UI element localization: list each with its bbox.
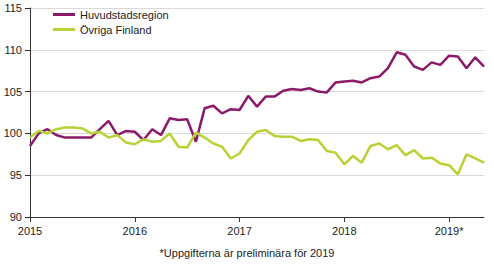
svg-text:110: 110	[4, 44, 22, 56]
svg-text:Huvudstadsregion: Huvudstadsregion	[80, 9, 169, 21]
svg-text:2019*: 2019*	[435, 225, 464, 237]
svg-text:2015: 2015	[18, 225, 42, 237]
svg-text:2017: 2017	[227, 225, 251, 237]
svg-text:2018: 2018	[332, 225, 356, 237]
svg-text:115: 115	[4, 2, 22, 14]
svg-text:Övriga Finland: Övriga Finland	[80, 24, 152, 36]
svg-text:105: 105	[4, 86, 22, 98]
svg-text:*Uppgifterna är preliminära fö: *Uppgifterna är preliminära för 2019	[160, 247, 335, 259]
svg-text:100: 100	[4, 127, 22, 139]
svg-text:95: 95	[10, 169, 22, 181]
svg-text:2016: 2016	[123, 225, 147, 237]
svg-text:90: 90	[10, 211, 22, 223]
